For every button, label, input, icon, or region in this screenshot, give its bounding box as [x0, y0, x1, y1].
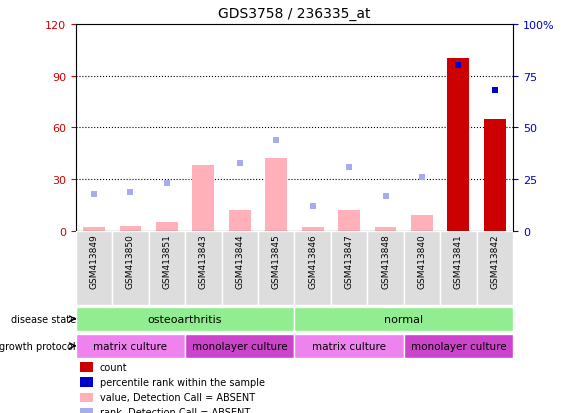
Text: GSM413850: GSM413850 — [126, 233, 135, 288]
Bar — [367, 231, 403, 306]
Text: GSM413848: GSM413848 — [381, 233, 390, 288]
Text: GSM413844: GSM413844 — [236, 233, 244, 288]
Bar — [447, 59, 469, 231]
Text: growth protocol: growth protocol — [0, 341, 76, 351]
Text: GSM413846: GSM413846 — [308, 233, 317, 288]
Text: GSM413843: GSM413843 — [199, 233, 208, 288]
Bar — [331, 231, 367, 306]
Bar — [185, 334, 294, 358]
Text: monolayer culture: monolayer culture — [192, 341, 287, 351]
Bar — [149, 231, 185, 306]
Bar — [294, 231, 331, 306]
Bar — [120, 226, 141, 231]
Text: monolayer culture: monolayer culture — [410, 341, 506, 351]
Bar — [258, 231, 294, 306]
Bar — [80, 377, 93, 387]
Bar — [80, 393, 93, 402]
Bar — [374, 228, 396, 231]
Text: GSM413847: GSM413847 — [345, 233, 353, 288]
Text: matrix culture: matrix culture — [312, 341, 386, 351]
Bar — [222, 231, 258, 306]
Text: disease state: disease state — [10, 314, 76, 324]
Bar — [156, 223, 178, 231]
Bar — [83, 228, 105, 231]
Text: GSM413842: GSM413842 — [490, 233, 499, 288]
Text: matrix culture: matrix culture — [93, 341, 167, 351]
Bar — [265, 159, 287, 231]
Bar — [80, 408, 93, 413]
Bar — [440, 231, 476, 306]
Bar — [403, 334, 513, 358]
Bar — [76, 307, 294, 331]
Bar — [80, 363, 93, 372]
Bar — [302, 228, 324, 231]
Bar — [76, 334, 185, 358]
Text: GSM413840: GSM413840 — [417, 233, 426, 288]
Text: GSM413841: GSM413841 — [454, 233, 463, 288]
Title: GDS3758 / 236335_at: GDS3758 / 236335_at — [218, 7, 371, 21]
Bar — [338, 211, 360, 231]
Bar — [403, 231, 440, 306]
Text: GSM413851: GSM413851 — [163, 233, 171, 288]
Text: GSM413849: GSM413849 — [90, 233, 99, 288]
Text: GSM413845: GSM413845 — [272, 233, 280, 288]
Bar — [76, 231, 112, 306]
Bar — [484, 119, 505, 231]
Bar — [294, 307, 513, 331]
Text: normal: normal — [384, 314, 423, 324]
Text: value, Detection Call = ABSENT: value, Detection Call = ABSENT — [100, 392, 255, 402]
Bar — [112, 231, 149, 306]
Bar — [476, 231, 513, 306]
Bar — [411, 216, 433, 231]
Text: count: count — [100, 362, 128, 373]
Text: percentile rank within the sample: percentile rank within the sample — [100, 377, 265, 387]
Bar — [192, 166, 215, 231]
Bar — [294, 334, 403, 358]
Bar — [185, 231, 222, 306]
Bar — [229, 211, 251, 231]
Text: osteoarthritis: osteoarthritis — [148, 314, 222, 324]
Text: rank, Detection Call = ABSENT: rank, Detection Call = ABSENT — [100, 408, 250, 413]
